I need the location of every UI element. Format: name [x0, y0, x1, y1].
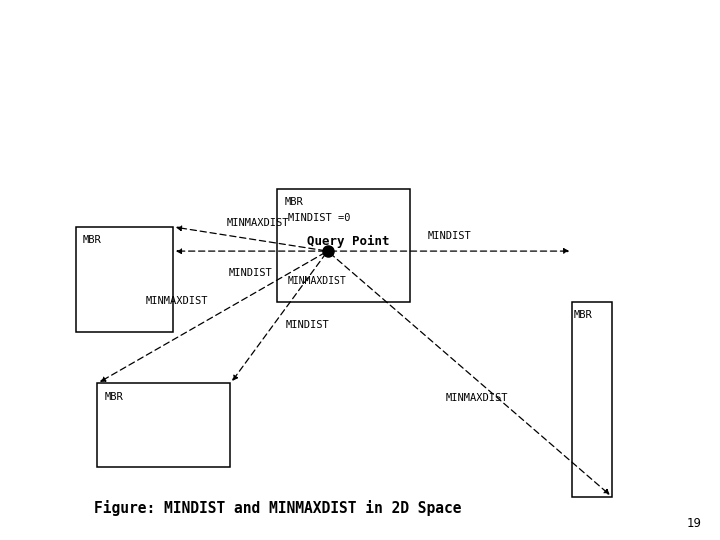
Text: MINDIST: MINDIST	[286, 320, 330, 330]
Text: Query Point: Query Point	[307, 235, 390, 248]
FancyBboxPatch shape	[572, 302, 612, 497]
Text: MINMAXDIST: MINMAXDIST	[226, 218, 289, 228]
FancyBboxPatch shape	[97, 383, 230, 467]
Text: MINMAXDIST: MINMAXDIST	[145, 296, 207, 306]
Text: Figure: MINDIST and MINMAXDIST in 2D Space: Figure: MINDIST and MINMAXDIST in 2D Spa…	[94, 500, 461, 516]
Text: MBR: MBR	[284, 197, 303, 207]
FancyBboxPatch shape	[76, 227, 173, 332]
Text: MINDIST: MINDIST	[228, 268, 272, 279]
FancyBboxPatch shape	[277, 189, 410, 302]
Text: MINMAXDIST: MINMAXDIST	[446, 393, 508, 403]
Text: MBR: MBR	[83, 235, 102, 245]
Text: MINDIST: MINDIST	[428, 231, 472, 241]
Text: 19: 19	[687, 517, 702, 530]
Text: MBR: MBR	[574, 310, 593, 321]
Text: MINMAXDIST: MINMAXDIST	[288, 276, 347, 286]
Text: MINDIST =0: MINDIST =0	[288, 213, 351, 224]
Text: MBR: MBR	[104, 392, 123, 402]
